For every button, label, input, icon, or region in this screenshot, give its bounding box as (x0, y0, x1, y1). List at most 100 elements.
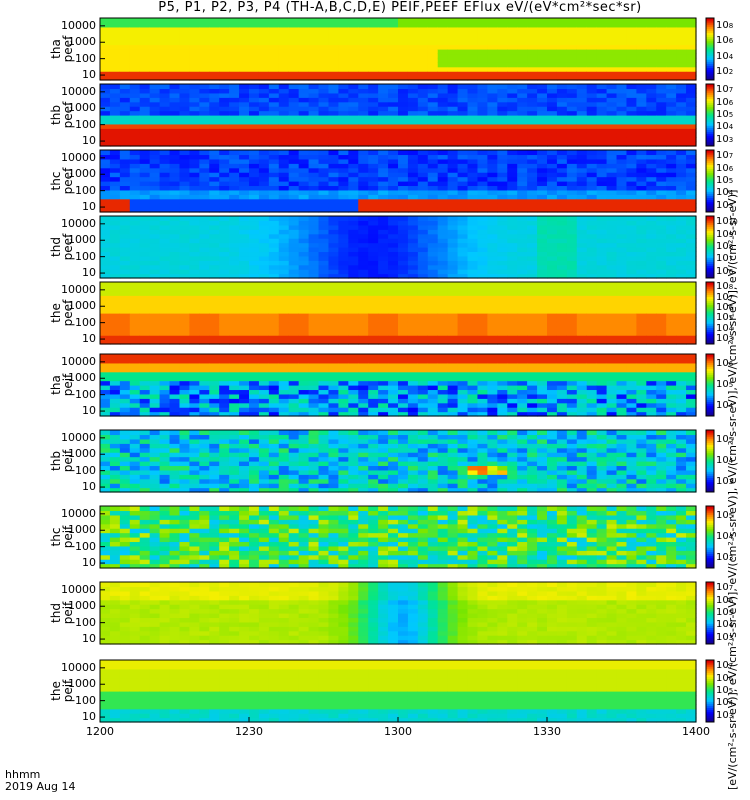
spectrogram-cell (576, 62, 588, 68)
spectrogram-cell (179, 176, 190, 182)
spectrogram-cell (427, 22, 439, 28)
spectrogram-cell (447, 97, 459, 103)
spectrogram-cell (646, 53, 657, 59)
spectrogram-cell (368, 354, 379, 360)
spectrogram-cell (249, 247, 260, 253)
spectrogram-cell (139, 313, 151, 319)
spectrogram-cell (427, 224, 439, 230)
spectrogram-cell (249, 380, 260, 386)
spectrogram-cell (547, 233, 558, 239)
spectrogram-cell (596, 84, 608, 90)
spectrogram-cell (537, 185, 548, 191)
spectrogram-cell (427, 407, 439, 413)
spectrogram-cell (437, 242, 449, 248)
spectrogram-cell (179, 88, 190, 94)
spectrogram-cell (249, 207, 260, 213)
spectrogram-cell (398, 185, 409, 191)
spectrogram-cell (159, 335, 171, 341)
spectrogram-cell (209, 290, 220, 296)
spectrogram-cell (417, 367, 429, 373)
spectrogram-cell (626, 313, 637, 319)
spectrogram-cell (199, 326, 210, 332)
spectrogram-cell (199, 269, 210, 275)
spectrogram-cell (209, 354, 220, 360)
spectrogram-cell (656, 185, 667, 191)
spectrogram-cell (447, 321, 459, 327)
spectrogram-cell (358, 273, 369, 279)
spectrogram-cell (388, 35, 399, 41)
spectrogram-cell (109, 411, 121, 417)
spectrogram-cell (100, 71, 111, 77)
spectrogram-cell (258, 269, 270, 275)
spectrogram-cell (328, 326, 339, 332)
spectrogram-cell (318, 203, 330, 209)
spectrogram-cell (497, 282, 508, 288)
spectrogram-cell (288, 35, 300, 41)
spectrogram-cell (656, 317, 667, 323)
spectrogram-cell (547, 31, 558, 37)
colorbar-swatch (706, 308, 714, 312)
spectrogram-cell (457, 380, 469, 386)
spectrogram-cell (507, 354, 518, 360)
spectrogram-cell (507, 119, 518, 125)
spectrogram-cell (596, 44, 608, 50)
spectrogram-cell (199, 358, 210, 364)
spectrogram-cell (556, 198, 568, 204)
spectrogram-cell (437, 229, 449, 235)
spectrogram-cell (189, 269, 200, 275)
spectrogram-cell (388, 229, 399, 235)
spectrogram-cell (467, 224, 479, 230)
spectrogram-cell (249, 295, 260, 301)
spectrogram-cell (497, 22, 508, 28)
spectrogram-cell (149, 128, 161, 134)
spectrogram-cell (239, 172, 250, 178)
spectrogram-cell (229, 335, 240, 341)
spectrogram-cell (229, 57, 240, 63)
spectrogram-cell (656, 233, 667, 239)
spectrogram-cell (328, 224, 339, 230)
spectrogram-cell (199, 53, 210, 59)
spectrogram-cell (109, 132, 121, 138)
spectrogram-cell (189, 92, 200, 98)
spectrogram-cell (199, 119, 210, 125)
spectrogram-cell (497, 371, 508, 377)
spectrogram-cell (189, 97, 200, 103)
spectrogram-cell (666, 18, 677, 24)
spectrogram-cell (249, 376, 260, 382)
spectrogram-cell (189, 220, 200, 226)
spectrogram-cell (676, 31, 687, 37)
spectrogram-cell (537, 220, 548, 226)
spectrogram-cell (576, 304, 588, 310)
spectrogram-cell (278, 84, 290, 90)
spectrogram-cell (626, 185, 637, 191)
spectrogram-cell (100, 57, 111, 63)
spectrogram-cell (656, 101, 667, 107)
spectrogram-cell (189, 398, 200, 404)
spectrogram-cell (626, 88, 637, 94)
spectrogram-cell (169, 216, 181, 222)
spectrogram-cell (219, 92, 230, 98)
spectrogram-cell (358, 18, 369, 24)
spectrogram-cell (576, 158, 588, 164)
spectrogram-cell (586, 308, 598, 314)
spectrogram-cell (129, 35, 141, 41)
spectrogram-cell (249, 44, 260, 50)
spectrogram-cell (636, 75, 647, 81)
spectrogram-cell (298, 251, 310, 257)
spectrogram-cell (417, 128, 429, 134)
spectrogram-cell (388, 172, 399, 178)
spectrogram-cell (547, 137, 558, 143)
spectrogram-cell (388, 282, 399, 288)
spectrogram-cell (447, 238, 459, 244)
spectrogram-cell (229, 198, 240, 204)
spectrogram-cell (398, 295, 409, 301)
spectrogram-cell (497, 255, 508, 261)
spectrogram-cell (209, 367, 220, 373)
spectrogram-cell (229, 313, 240, 319)
spectrogram-cell (298, 358, 310, 364)
spectrogram-cell (447, 299, 459, 305)
spectrogram-cell (229, 132, 240, 138)
spectrogram-cell (298, 115, 310, 121)
spectrogram-cell (437, 295, 449, 301)
spectrogram-cell (169, 367, 181, 373)
